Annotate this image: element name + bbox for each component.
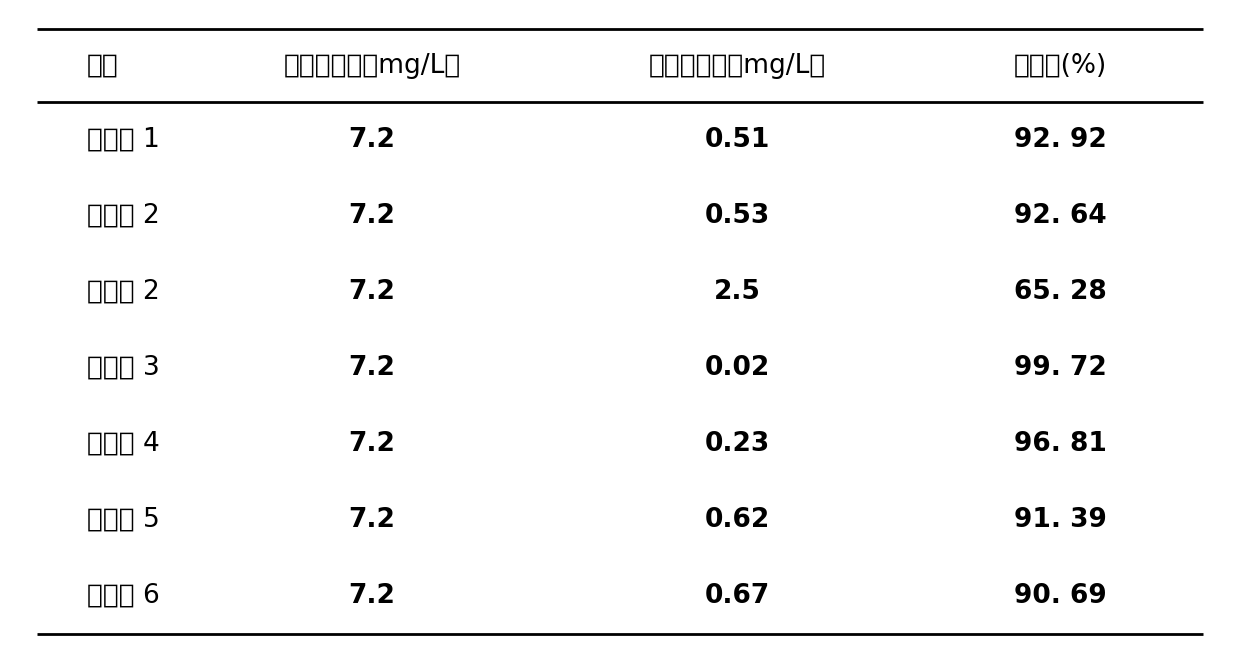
Text: 2.5: 2.5 [714,279,761,305]
Text: 7.2: 7.2 [348,507,396,533]
Text: 65. 28: 65. 28 [1014,279,1106,305]
Text: 对比例 1: 对比例 1 [87,126,160,153]
Text: 90. 69: 90. 69 [1014,583,1106,609]
Text: 92. 92: 92. 92 [1014,126,1106,153]
Text: 实施例 5: 实施例 5 [87,507,160,533]
Text: 对比例 2: 对比例 2 [87,279,160,305]
Text: 实施例 6: 实施例 6 [87,583,160,609]
Text: 0.51: 0.51 [706,126,770,153]
Text: 实施例 2: 实施例 2 [87,202,160,229]
Text: 91. 39: 91. 39 [1014,507,1106,533]
Text: 99. 72: 99. 72 [1014,355,1106,381]
Text: 实施例 3: 实施例 3 [87,355,160,381]
Text: 92. 64: 92. 64 [1014,202,1106,229]
Text: 7.2: 7.2 [348,279,396,305]
Text: 0.62: 0.62 [706,507,770,533]
Text: 7.2: 7.2 [348,355,396,381]
Text: 0.53: 0.53 [706,202,770,229]
Text: 项目: 项目 [87,52,119,79]
Text: 清除率(%): 清除率(%) [1013,52,1107,79]
Text: 7.2: 7.2 [348,202,396,229]
Text: 96. 81: 96. 81 [1014,431,1106,457]
Text: 吸附后浓度（mg/L）: 吸附后浓度（mg/L） [650,52,826,79]
Text: 7.2: 7.2 [348,583,396,609]
Text: 0.02: 0.02 [706,355,770,381]
Text: 0.23: 0.23 [706,431,770,457]
Text: 吸附前浓度（mg/L）: 吸附前浓度（mg/L） [284,52,460,79]
Text: 7.2: 7.2 [348,431,396,457]
Text: 0.67: 0.67 [706,583,770,609]
Text: 7.2: 7.2 [348,126,396,153]
Text: 实施例 4: 实施例 4 [87,431,160,457]
